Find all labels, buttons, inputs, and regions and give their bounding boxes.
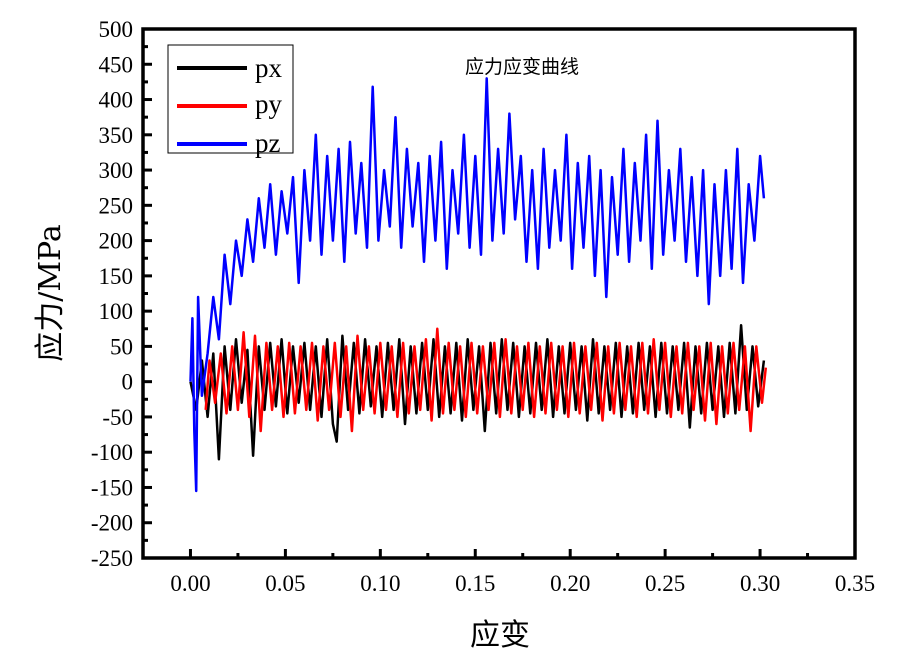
y-tick-label: 350: [99, 123, 134, 148]
legend-label-py: py: [255, 89, 283, 119]
y-tick-label: -250: [91, 546, 133, 571]
y-tick-label: -200: [91, 511, 133, 536]
x-tick-label: 0.15: [455, 571, 495, 596]
y-tick-label: 250: [99, 193, 134, 218]
x-tick-label: 0.35: [835, 571, 875, 596]
y-tick-label: 450: [99, 52, 134, 77]
y-tick-label: 100: [99, 299, 134, 324]
x-tick-label: 0.25: [645, 571, 685, 596]
x-tick-label: 0.20: [550, 571, 590, 596]
x-tick-label: 0.30: [740, 571, 780, 596]
legend-label-pz: pz: [255, 128, 281, 158]
series-line-py: [204, 327, 768, 433]
x-tick-label: 0.05: [265, 571, 305, 596]
y-tick-label: 300: [99, 158, 134, 183]
y-tick-label: 50: [110, 334, 133, 359]
y-tick-label: 400: [99, 88, 134, 113]
legend-label-px: px: [255, 53, 283, 83]
x-axis-label: 应变: [470, 618, 530, 653]
series-line-px: [189, 323, 766, 461]
y-tick-label: 0: [122, 370, 134, 395]
y-tick-label: 500: [99, 17, 134, 42]
x-tick-label: 0.00: [170, 571, 210, 596]
y-tick-label: -150: [91, 475, 133, 500]
series-layer: [189, 77, 768, 493]
x-tick-label: 0.10: [360, 571, 400, 596]
legend: px py pz: [167, 44, 294, 158]
series-line-pz: [189, 77, 766, 493]
chart-title: 应力应变曲线: [465, 56, 579, 78]
y-tick-label: -100: [91, 440, 133, 465]
legend-box: [167, 44, 294, 154]
y-tick-label: 150: [99, 264, 134, 289]
y-tick-label: 200: [99, 229, 134, 254]
axis-ticks: 0.00 0.05 0.10 0.15 0.20 0.25 0.30 0.3550045040…: [91, 17, 875, 596]
y-axis-label: 应力/MPa: [33, 224, 68, 362]
y-tick-label: -50: [102, 405, 133, 430]
